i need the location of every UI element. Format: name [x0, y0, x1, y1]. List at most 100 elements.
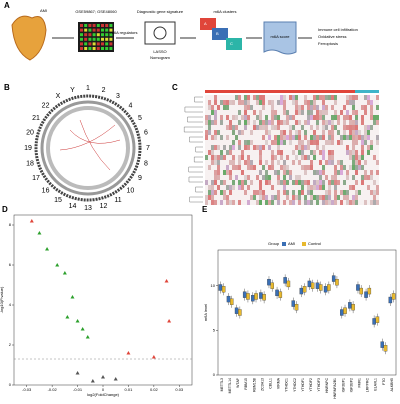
heat-cell: [262, 140, 265, 145]
heat-cell: [244, 170, 247, 175]
heat-cell: [256, 95, 259, 100]
heat-cell: [343, 135, 346, 140]
array-dot: [101, 37, 104, 41]
chromosome-label: 20: [26, 129, 34, 136]
heat-cell: [340, 175, 343, 180]
heat-cell: [250, 150, 253, 155]
heat-cell: [259, 140, 262, 145]
heat-cell: [334, 115, 337, 120]
heat-cell: [220, 145, 223, 150]
box: [291, 300, 296, 307]
heat-cell: [271, 175, 274, 180]
heat-cell: [265, 95, 268, 100]
heat-cell: [286, 175, 289, 180]
array-dot: [109, 37, 113, 41]
heat-cell: [271, 100, 274, 105]
heat-cell: [334, 95, 337, 100]
array-dot: [88, 42, 92, 46]
heat-cell: [214, 120, 217, 125]
heat-cell: [349, 195, 352, 200]
heat-cell: [262, 160, 265, 165]
heat-cell: [361, 100, 364, 105]
heat-cell: [214, 115, 217, 120]
heat-cell: [253, 115, 256, 120]
heat-cell: [277, 105, 280, 110]
heat-cell: [343, 140, 346, 145]
dendrogram: [193, 156, 203, 163]
heat-cell: [349, 190, 352, 195]
heat-cell: [283, 135, 286, 140]
heat-cell: [265, 125, 268, 130]
heat-cell: [262, 180, 265, 185]
heat-cell: [268, 170, 271, 175]
dendrogram: [194, 96, 203, 103]
heat-cell: [283, 130, 286, 135]
heat-cell: [286, 180, 289, 185]
heat-cell: [256, 160, 259, 165]
heat-cell: [343, 95, 346, 100]
array-dot: [88, 37, 92, 41]
heat-cell: [238, 110, 241, 115]
x-tick-label: YTHDF2: [309, 378, 313, 392]
heat-cell: [262, 170, 265, 175]
heat-cell: [262, 165, 265, 170]
heat-cell: [334, 130, 337, 135]
heat-cell: [280, 175, 283, 180]
heat-cell: [337, 120, 340, 125]
heat-cell: [268, 135, 271, 140]
heat-cell: [295, 175, 298, 180]
heat-cell: [292, 115, 295, 120]
heat-cell: [331, 180, 334, 185]
regulators-label: m6A regulators: [111, 30, 138, 35]
heat-cell: [253, 175, 256, 180]
heat-cell: [355, 190, 358, 195]
array-dot: [80, 47, 83, 50]
heat-cell: [370, 95, 373, 100]
heat-cell: [262, 145, 265, 150]
heat-cell: [304, 95, 307, 100]
heat-cell: [352, 110, 355, 115]
heat-cell: [304, 125, 307, 130]
heat-cell: [376, 120, 379, 125]
box: [254, 293, 258, 300]
heat-cell: [256, 195, 259, 200]
heat-cell: [226, 145, 229, 150]
legend-swatch: [282, 242, 286, 246]
legend-label: Control: [308, 241, 321, 246]
heat-cell: [316, 190, 319, 195]
heat-cell: [313, 165, 316, 170]
heat-cell: [280, 200, 283, 205]
x-tick-label: YTHDC1: [285, 378, 289, 392]
heat-cell: [307, 135, 310, 140]
heat-cell: [211, 115, 214, 120]
box: [343, 307, 347, 314]
heat-cell: [211, 185, 214, 190]
heat-cell: [217, 145, 220, 150]
heat-cell: [286, 145, 289, 150]
heat-cell: [322, 140, 325, 145]
heat-cell: [319, 125, 322, 130]
heat-cell: [247, 175, 250, 180]
heat-cell: [259, 115, 262, 120]
heat-cell: [283, 95, 286, 100]
heat-cell: [289, 145, 292, 150]
heat-cell: [358, 125, 361, 130]
heat-cell: [340, 165, 343, 170]
point: [45, 247, 50, 251]
heat-cell: [319, 190, 322, 195]
heat-cell: [346, 105, 349, 110]
heat-cell: [346, 175, 349, 180]
heat-cell: [313, 190, 316, 195]
heat-cell: [295, 170, 298, 175]
heat-cell: [283, 120, 286, 125]
heat-cell: [376, 200, 379, 205]
heat-cell: [316, 105, 319, 110]
heat-cell: [331, 95, 334, 100]
heat-cell: [223, 100, 226, 105]
heat-cell: [358, 110, 361, 115]
box: [383, 345, 388, 352]
heat-cell: [256, 190, 259, 195]
heat-cell: [331, 185, 334, 190]
heat-cell: [313, 105, 316, 110]
heat-cell: [238, 200, 241, 205]
